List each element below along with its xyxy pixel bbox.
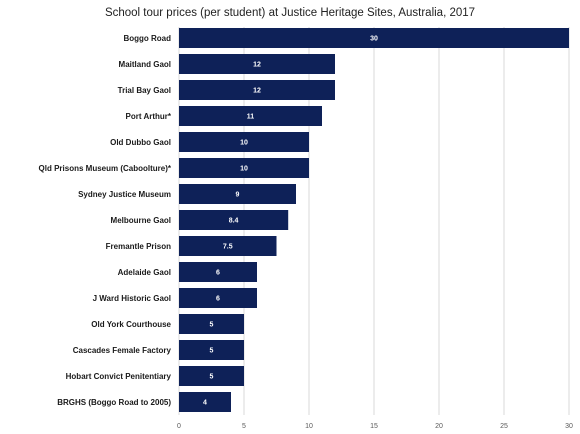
category-label: Qld Prisons Museum (Caboolture)*: [39, 164, 172, 173]
x-tick-label: 15: [370, 423, 378, 430]
x-tick-label: 20: [435, 423, 443, 430]
bar: [179, 366, 244, 386]
data-label: 30: [370, 36, 378, 43]
category-label: Boggo Road: [123, 34, 171, 43]
x-tick-label: 0: [177, 423, 181, 430]
bar: [179, 106, 322, 126]
x-tick-label: 5: [242, 423, 246, 430]
data-label: 10: [240, 140, 248, 147]
bar: [179, 392, 231, 412]
data-label: 7.5: [223, 244, 233, 251]
data-labels: 30 12 12 11 10 10 9 8.4 7.5 6 6 5 5 5 4: [203, 36, 378, 407]
category-label: Melbourne Gaol: [111, 216, 171, 225]
bar: [179, 236, 277, 256]
data-label: 12: [253, 88, 261, 95]
bar: [179, 210, 289, 230]
bar: [179, 340, 244, 360]
data-label: 10: [240, 166, 248, 173]
category-label: Cascades Female Factory: [73, 346, 172, 355]
category-label: Hobart Convict Penitentiary: [66, 372, 172, 381]
category-label: Trial Bay Gaol: [118, 86, 171, 95]
category-label: Port Arthur*: [126, 112, 172, 121]
x-tick-label: 25: [500, 423, 508, 430]
bar: [179, 158, 309, 178]
category-label: Fremantle Prison: [106, 242, 171, 251]
bar: [179, 184, 296, 204]
bar: [179, 28, 569, 48]
data-label: 6: [216, 296, 220, 303]
bar: [179, 314, 244, 334]
bar: [179, 80, 335, 100]
data-label: 8.4: [229, 218, 239, 225]
bar: [179, 262, 257, 282]
x-tick-label: 10: [305, 423, 313, 430]
bar: [179, 54, 335, 74]
data-label: 11: [247, 114, 255, 121]
data-label: 9: [236, 192, 240, 199]
bar: [179, 132, 309, 152]
category-label: Adelaide Gaol: [118, 268, 171, 277]
bar: [179, 288, 257, 308]
category-label: BRGHS (Boggo Road to 2005): [57, 398, 171, 407]
category-label: Maitland Gaol: [119, 60, 171, 69]
data-label: 5: [210, 348, 214, 355]
bars: [179, 28, 569, 412]
chart-title: School tour prices (per student) at Just…: [105, 7, 475, 19]
category-label: Sydney Justice Museum: [78, 190, 171, 199]
x-axis-ticks: 0 5 10 15 20 25 30: [177, 423, 573, 430]
data-label: 5: [210, 374, 214, 381]
data-label: 4: [203, 400, 207, 407]
category-label: J Ward Historic Gaol: [93, 294, 171, 303]
category-label: Old York Courthouse: [91, 320, 171, 329]
category-label: Old Dubbo Gaol: [110, 138, 171, 147]
category-labels: Boggo Road Maitland Gaol Trial Bay Gaol Por…: [39, 34, 172, 407]
data-label: 12: [253, 62, 261, 69]
data-label: 6: [216, 270, 220, 277]
x-tick-label: 30: [565, 423, 573, 430]
data-label: 5: [210, 322, 214, 329]
